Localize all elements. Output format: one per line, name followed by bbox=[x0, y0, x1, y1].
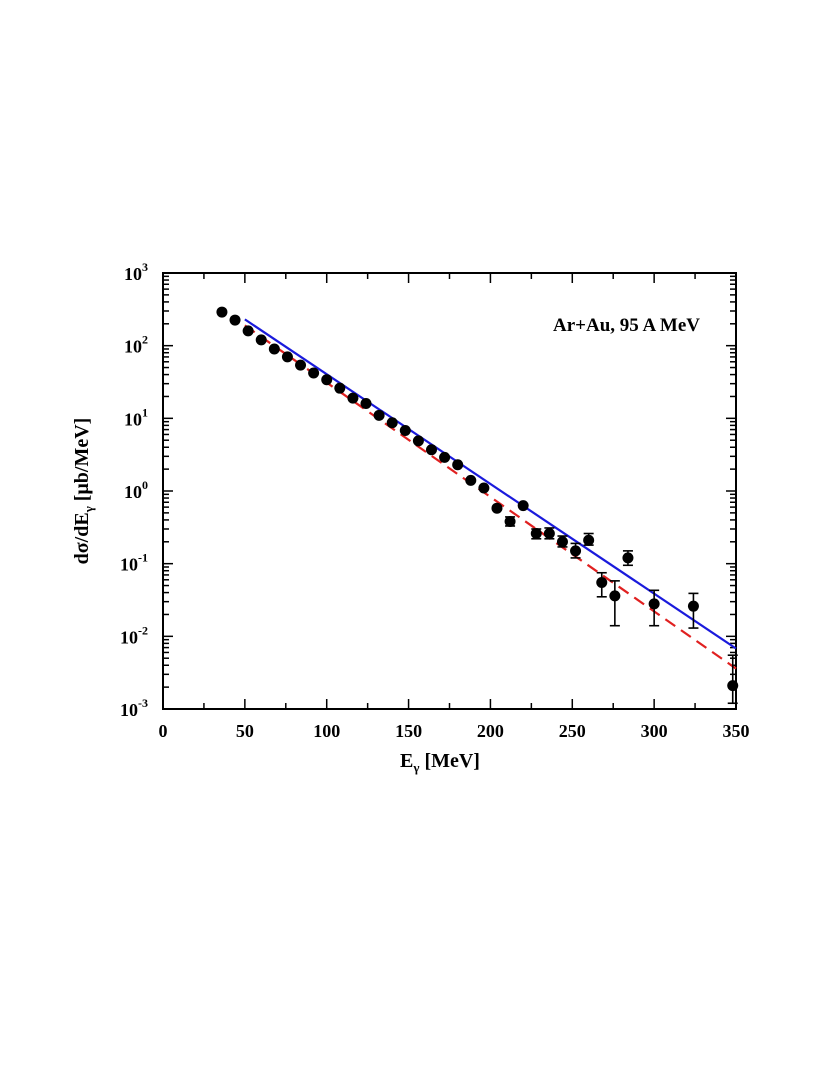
x-tick-label: 150 bbox=[395, 721, 422, 741]
x-tick-label: 250 bbox=[559, 721, 586, 741]
data-point bbox=[308, 367, 320, 379]
x-axis-title: Eγ [MeV] bbox=[400, 750, 480, 775]
line-fit-dashed bbox=[244, 324, 737, 670]
data-point bbox=[727, 680, 739, 692]
y-tick-labels: 10-3 10-2 10-1 100 101 102 103 bbox=[120, 260, 148, 720]
x-tick-label: 100 bbox=[313, 721, 340, 741]
data-point bbox=[360, 398, 372, 410]
x-tick-label: 350 bbox=[723, 721, 750, 741]
x-tick-label: 200 bbox=[477, 721, 504, 741]
data-point bbox=[412, 435, 424, 447]
x-tick-label: 300 bbox=[641, 721, 668, 741]
data-point bbox=[229, 314, 241, 326]
x-tick-labels: 0 50 100 150 200 250 300 350 bbox=[159, 721, 750, 741]
data-point bbox=[556, 536, 568, 548]
y-tick-label: 10-2 bbox=[120, 623, 148, 647]
data-points bbox=[216, 306, 739, 705]
line-fit-solid bbox=[244, 318, 737, 650]
data-point bbox=[687, 600, 699, 612]
data-point bbox=[452, 459, 464, 471]
data-point bbox=[295, 359, 307, 371]
data-point bbox=[543, 528, 555, 540]
data-point bbox=[373, 409, 385, 421]
annotation-label: Ar+Au, 95 A MeV bbox=[553, 315, 700, 336]
data-point bbox=[216, 306, 228, 318]
data-point bbox=[281, 351, 293, 363]
data-point bbox=[596, 577, 608, 589]
y-tick-label: 100 bbox=[124, 478, 148, 502]
data-point bbox=[399, 425, 411, 437]
data-point bbox=[648, 598, 660, 610]
data-point bbox=[530, 528, 542, 540]
x-tick-label: 0 bbox=[159, 721, 168, 741]
y-tick-label: 10-3 bbox=[120, 696, 148, 720]
data-point bbox=[439, 451, 451, 463]
data-point bbox=[478, 482, 490, 494]
data-point bbox=[425, 444, 437, 456]
data-point bbox=[583, 534, 595, 546]
y-tick-label: 101 bbox=[124, 405, 148, 429]
x-tick-label: 50 bbox=[236, 721, 254, 741]
data-point bbox=[609, 590, 621, 602]
data-point bbox=[622, 552, 634, 564]
data-point bbox=[321, 374, 333, 386]
data-point bbox=[465, 474, 477, 486]
data-point bbox=[268, 343, 280, 355]
data-point bbox=[242, 325, 254, 337]
data-point bbox=[334, 382, 346, 394]
tick-marks bbox=[162, 273, 737, 710]
y-tick-label: 10-1 bbox=[120, 551, 148, 575]
y-axis-title: dσ/dEγ [μb/MeV] bbox=[71, 418, 96, 565]
y-tick-label: 103 bbox=[124, 260, 148, 284]
y-tick-label: 102 bbox=[124, 333, 148, 357]
data-point bbox=[517, 500, 529, 512]
data-point bbox=[491, 502, 503, 514]
plot-area bbox=[162, 272, 739, 710]
data-point bbox=[504, 516, 516, 528]
data-point bbox=[570, 545, 582, 557]
data-point bbox=[347, 392, 359, 404]
data-point bbox=[386, 417, 398, 429]
plot-frame bbox=[162, 272, 737, 710]
data-point bbox=[255, 334, 267, 346]
